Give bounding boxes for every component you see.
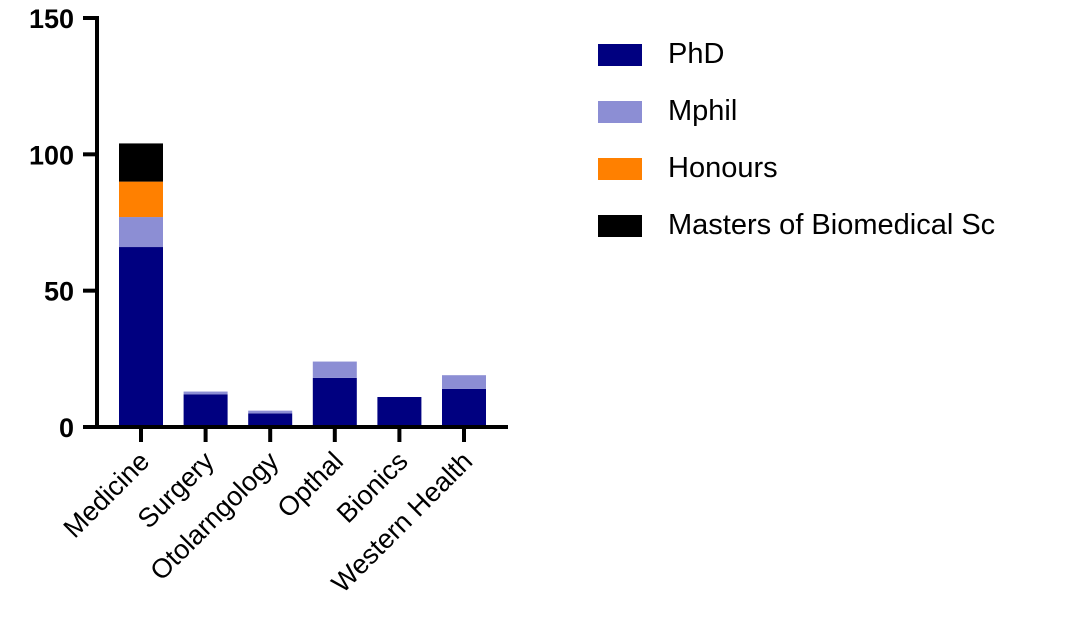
bar-medicine-phd xyxy=(119,247,163,427)
legend-label-mphil: Mphil xyxy=(668,95,738,127)
bar-medicine-honours xyxy=(119,181,163,218)
x-tick-label-medicine: Medicine xyxy=(58,446,156,544)
bar-otolarngology-phd xyxy=(248,413,293,427)
y-ticks-group: 0 50 100 150 xyxy=(29,4,97,443)
legend: PhD Mphil Honours Masters of Biomedical … xyxy=(598,26,995,254)
x-ticks-group: MedicineSurgeryOtolarngologyOpthalBionic… xyxy=(58,427,478,598)
y-tick-label-150: 150 xyxy=(29,4,74,34)
y-tick-label-100: 100 xyxy=(29,140,74,170)
bar-otolarngology-mphil xyxy=(248,410,293,414)
legend-label-honours: Honours xyxy=(668,152,778,184)
bar-surgery-phd xyxy=(183,394,228,427)
legend-swatch-phd xyxy=(598,43,642,66)
legend-item-mphil: Mphil xyxy=(598,83,995,140)
y-tick-label-0: 0 xyxy=(59,413,74,443)
bars-group xyxy=(119,143,486,427)
legend-item-honours: Honours xyxy=(598,140,995,197)
legend-swatch-masters xyxy=(598,214,642,237)
bar-surgery-mphil xyxy=(183,391,228,395)
legend-swatch-mphil xyxy=(598,100,642,123)
legend-label-phd: PhD xyxy=(668,38,725,70)
bar-western-health-phd xyxy=(442,388,486,427)
bar-medicine-masters-of-biomedical-sc xyxy=(119,143,163,182)
y-tick-label-50: 50 xyxy=(44,277,74,307)
bar-bionics-phd xyxy=(377,397,422,427)
bar-medicine-mphil xyxy=(119,217,163,248)
bar-opthal-phd xyxy=(312,377,357,427)
legend-item-masters: Masters of Biomedical Sc xyxy=(598,197,995,254)
bar-western-health-mphil xyxy=(442,375,486,389)
legend-swatch-honours xyxy=(598,157,642,180)
legend-label-masters: Masters of Biomedical Sc xyxy=(668,209,996,241)
legend-item-phd: PhD xyxy=(598,26,995,83)
bar-opthal-mphil xyxy=(312,361,357,378)
